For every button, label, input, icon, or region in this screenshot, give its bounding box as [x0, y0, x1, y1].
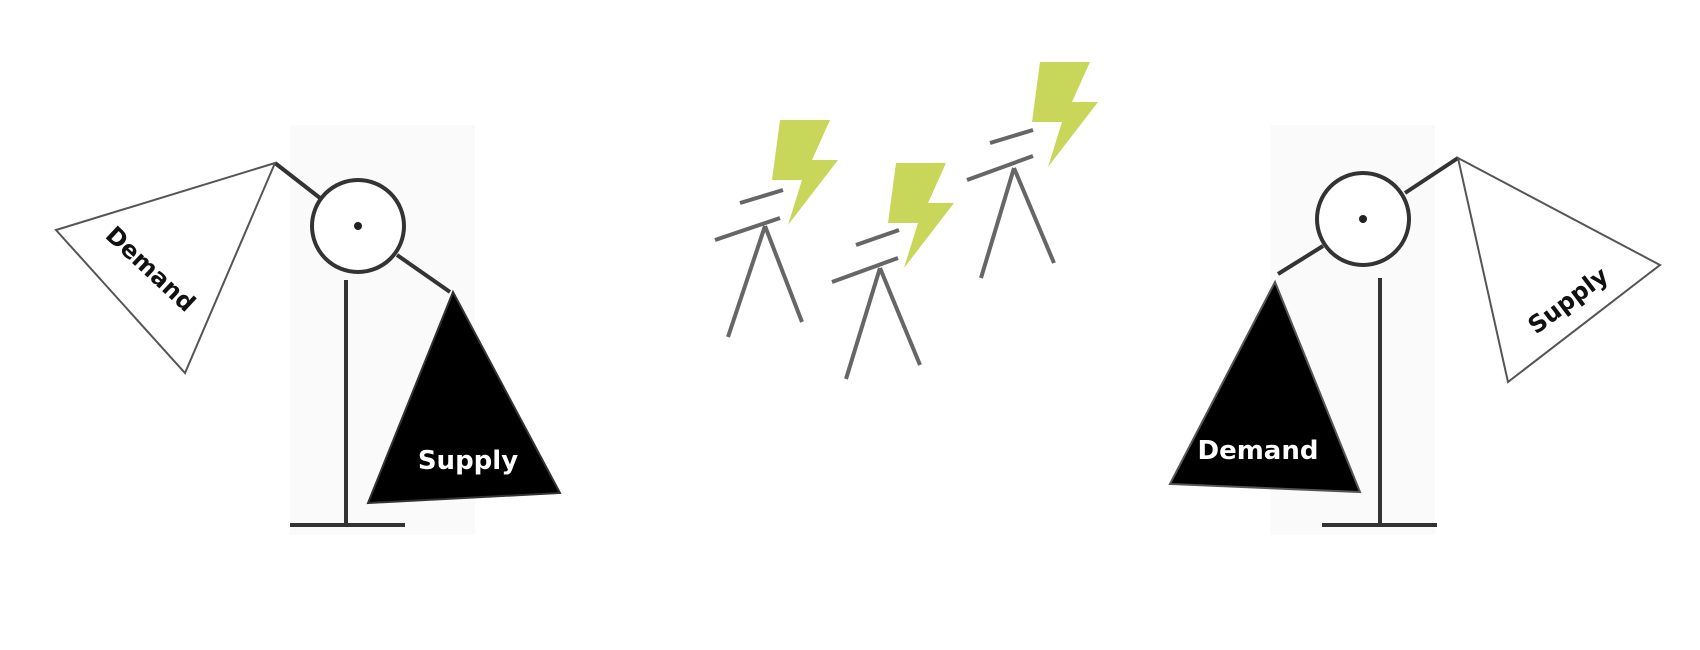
left-scale-upper-pan [54, 161, 277, 375]
left-scale-lower-arm [395, 253, 452, 294]
power-pylon-icon [714, 188, 804, 338]
left-balance-scale-icon: Demand Supply [54, 125, 562, 535]
power-pylon-icon [966, 128, 1056, 279]
power-pylon-icon [831, 228, 922, 380]
left-lower-pan-label: Supply [418, 446, 518, 476]
right-scale-upper-arm [1403, 156, 1460, 195]
right-scale-upper-pan [1456, 156, 1662, 384]
lightning-bolt-icon [1032, 62, 1098, 167]
lightning-bolt-icon [772, 120, 838, 225]
lightning-bolt-icon [888, 163, 954, 268]
power-pylons-group [714, 62, 1098, 380]
right-scale-lower-arm [1276, 244, 1325, 276]
right-lower-pan-label: Demand [1198, 436, 1319, 466]
right-scale-pivot-dot [1359, 215, 1367, 223]
right-balance-scale-icon: Supply Demand [1168, 125, 1662, 535]
right-scale-lower-pan [1168, 279, 1362, 494]
left-scale-lower-pan [366, 289, 562, 505]
left-scale-pivot-dot [354, 222, 362, 230]
left-scale-upper-arm [273, 161, 322, 200]
